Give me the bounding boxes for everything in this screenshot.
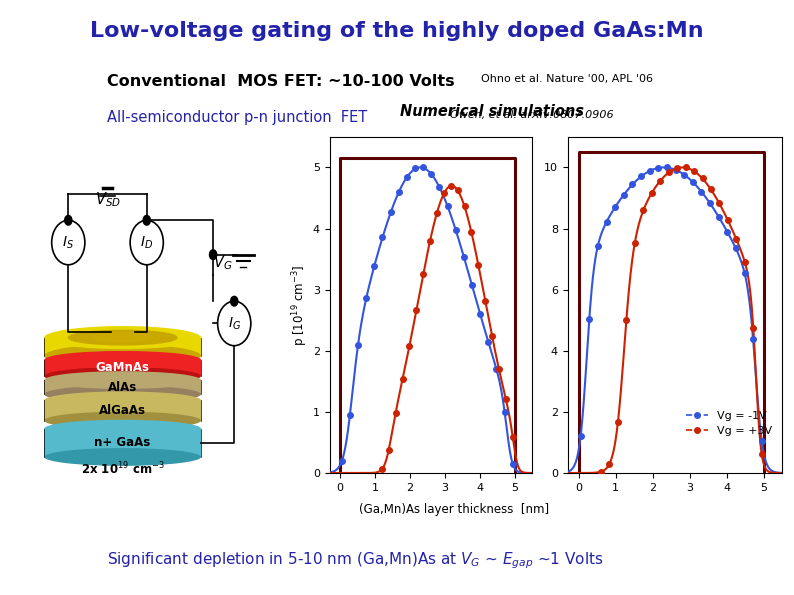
Ellipse shape [44,371,201,389]
Text: Ohno et al. Nature '00, APL '06: Ohno et al. Nature '00, APL '06 [481,74,653,84]
Ellipse shape [68,330,177,345]
Text: GaMnAs: GaMnAs [95,361,149,374]
Text: $V_G$: $V_G$ [213,253,233,272]
Text: $I_S$: $I_S$ [62,234,75,250]
Circle shape [52,220,85,265]
Text: Owen, et al. arXiv:0807.0906: Owen, et al. arXiv:0807.0906 [450,110,614,120]
Ellipse shape [44,326,201,349]
Text: (Ga,Mn)As layer thickness  [nm]: (Ga,Mn)As layer thickness [nm] [359,503,549,516]
Circle shape [130,220,164,265]
Text: AlAs: AlAs [108,381,137,394]
Circle shape [218,301,251,346]
Ellipse shape [44,367,201,385]
Text: Low-voltage gating of the highly doped GaAs:Mn: Low-voltage gating of the highly doped G… [91,21,703,41]
Legend: Vg = -1V, Vg = +3V: Vg = -1V, Vg = +3V [681,406,777,440]
Text: $I_D$: $I_D$ [141,234,153,250]
Text: All-semiconductor p-n junction  FET: All-semiconductor p-n junction FET [107,110,372,125]
Text: n+ GaAs: n+ GaAs [94,436,151,449]
Text: AlGaAs: AlGaAs [99,404,146,417]
Ellipse shape [44,419,201,437]
Bar [44,428,201,457]
Ellipse shape [44,351,201,369]
Bar [44,380,201,394]
Y-axis label: p [$10^{19}$ cm$^{-3}$]: p [$10^{19}$ cm$^{-3}$] [291,264,310,346]
Text: Significant depletion in 5-10 nm (Ga,Mn)As at $V_G$ ~ $E_{gap}$ ~1 Volts: Significant depletion in 5-10 nm (Ga,Mn)… [107,550,603,571]
Text: $V_{SD}$: $V_{SD}$ [94,190,121,209]
Text: Numerical simulations: Numerical simulations [400,104,584,119]
Text: $I_G$: $I_G$ [228,315,241,331]
Circle shape [210,250,217,259]
Ellipse shape [44,345,201,367]
Bar [44,400,201,421]
Ellipse shape [44,392,201,409]
Circle shape [64,215,72,225]
Circle shape [230,296,238,306]
Bar [44,337,201,356]
Ellipse shape [92,333,152,343]
Text: 2x 10$^{19}$ cm$^{-3}$: 2x 10$^{19}$ cm$^{-3}$ [81,461,164,477]
Ellipse shape [44,412,201,430]
Bar [44,360,201,376]
Circle shape [143,215,150,225]
Ellipse shape [44,448,201,466]
Text: Conventional  MOS FET: ~10-100 Volts: Conventional MOS FET: ~10-100 Volts [107,74,461,89]
Ellipse shape [44,386,201,403]
